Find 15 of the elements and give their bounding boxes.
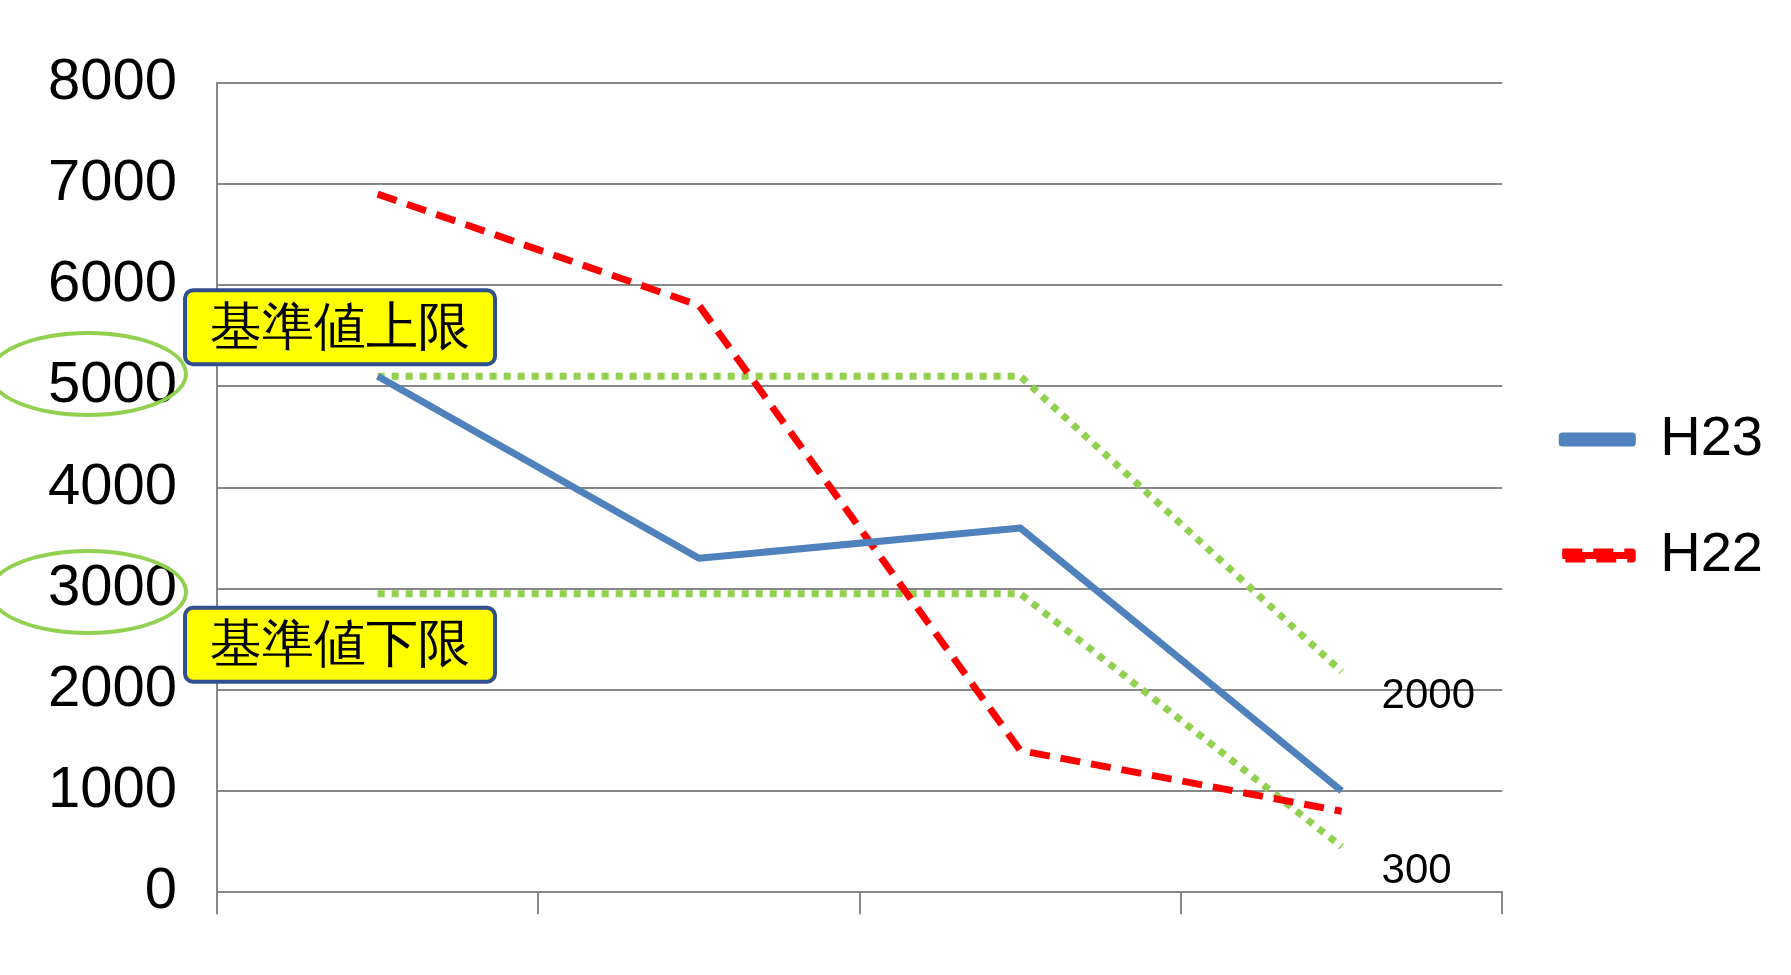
- y-tick-label: 2000: [48, 652, 178, 718]
- annotation: 300: [1381, 845, 1452, 893]
- y-tick-label: 5000: [48, 349, 178, 415]
- y-tick-label: 6000: [48, 248, 178, 314]
- y-tick-label: 4000: [48, 450, 178, 516]
- legend-label: H23: [1660, 403, 1763, 467]
- y-tick-label: 7000: [48, 146, 178, 212]
- legend-label: H22: [1660, 519, 1763, 583]
- series-label: 基準値下限: [210, 614, 471, 673]
- series-label: 基準値上限: [210, 296, 471, 355]
- annotation: 2000: [1381, 670, 1476, 718]
- y-tick-label: 3000: [48, 551, 178, 617]
- y-tick-label: 1000: [48, 754, 178, 820]
- y-tick-label: 0: [144, 855, 178, 921]
- y-tick-label: 8000: [48, 45, 178, 111]
